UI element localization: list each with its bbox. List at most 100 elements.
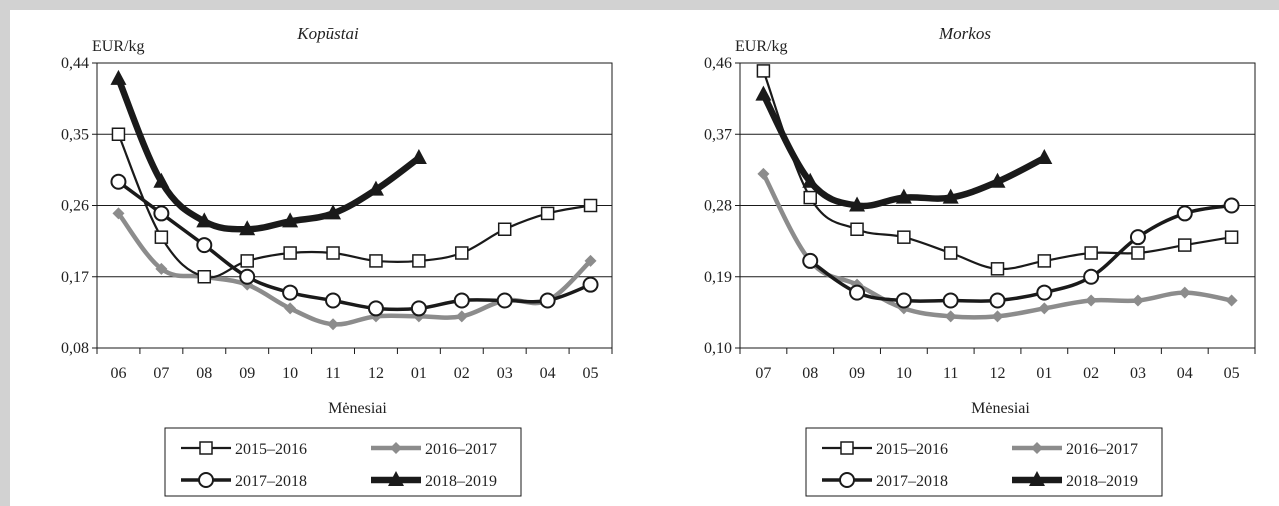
y-tick-label: 0,26 [61, 198, 89, 215]
data-point [1037, 254, 1052, 268]
data-point [110, 69, 127, 85]
legend-swatch-marker [1029, 471, 1045, 486]
legend-label: 2016–2017 [1066, 441, 1138, 458]
data-point [367, 300, 384, 317]
data-point [849, 284, 866, 301]
data-point [282, 284, 299, 301]
x-tick-label: 04 [1177, 365, 1193, 382]
x-tick-label: 11 [325, 365, 340, 382]
data-point [1083, 268, 1100, 285]
series-2018–2019 [755, 85, 1053, 212]
data-point [239, 268, 256, 285]
data-point [944, 310, 957, 323]
data-point [802, 252, 819, 269]
data-point [989, 292, 1006, 309]
data-point [895, 292, 912, 309]
y-tick-label: 0,10 [704, 340, 732, 357]
data-point [1038, 302, 1051, 315]
data-point [196, 212, 213, 228]
data-point [849, 196, 866, 212]
data-point [112, 207, 125, 220]
data-point [989, 172, 1006, 188]
x-tick-label: 07 [153, 365, 169, 382]
data-point [942, 292, 959, 309]
chart-1: 0,08 0,17 0,26 0,35 0,44 06 07 08 09 10 11 12 01 02 03… [61, 24, 613, 497]
x-tick-label: 07 [755, 365, 771, 382]
data-point [757, 167, 770, 180]
x-tick-label: 05 [583, 365, 599, 382]
data-point [583, 198, 598, 213]
series-2015–2016 [111, 127, 598, 284]
data-point [453, 292, 470, 309]
data-point [802, 172, 819, 188]
x-tick-label: 05 [1224, 365, 1240, 382]
legend-label: 2017–2018 [876, 473, 948, 490]
data-point [367, 180, 384, 196]
y-tick-label: 0,37 [704, 126, 732, 143]
x-tick-label: 09 [849, 365, 865, 382]
x-tick-label: 08 [196, 365, 212, 382]
x-axis-label: Mėnesiai [971, 400, 1030, 417]
legend-swatch-marker [1031, 442, 1043, 454]
data-point [584, 254, 597, 267]
data-point [412, 254, 426, 268]
data-point [895, 188, 912, 204]
data-point [153, 172, 170, 188]
legend-label: 2018–2019 [1066, 473, 1138, 490]
legend: 2015–2016 2016–2017 2017–2018 2018–2019 [805, 427, 1163, 497]
x-tick-label: 02 [454, 365, 470, 382]
x-tick-label: 01 [1036, 365, 1052, 382]
legend: 2015–2016 2016–2017 2017–2018 2018–2019 [164, 427, 522, 497]
x-tick-label: 12 [990, 365, 1006, 382]
data-point [1084, 246, 1098, 260]
data-point [325, 292, 342, 309]
data-point [756, 64, 771, 78]
legend-swatch-marker [390, 442, 402, 454]
data-point [990, 262, 1005, 276]
data-point [897, 230, 911, 244]
data-point [326, 246, 340, 260]
series-2015–2016 [756, 64, 1239, 276]
chart-2: 0,10 0,19 0,28 0,37 0,46 07 08 09 10 11 12 01 02 03 04… [704, 24, 1256, 497]
x-tick-label: 12 [368, 365, 384, 382]
legend-swatch-marker [388, 471, 404, 486]
data-point [496, 292, 513, 309]
y-tick-label: 0,35 [61, 126, 89, 143]
series-line [762, 69, 1233, 271]
data-point [942, 188, 959, 204]
x-tick-label: 01 [411, 365, 427, 382]
data-point [1036, 149, 1053, 164]
data-point [1085, 294, 1098, 307]
series-2017–2018 [110, 173, 599, 317]
x-tick-label: 11 [943, 365, 958, 382]
data-point [1225, 294, 1238, 307]
x-tick-label: 06 [110, 365, 126, 382]
x-tick-label: 10 [896, 365, 912, 382]
data-point [154, 230, 169, 244]
y-tick-label: 0,19 [704, 269, 732, 286]
data-point [240, 254, 254, 268]
legend-label: 2018–2019 [425, 473, 497, 490]
x-tick-label: 03 [497, 365, 513, 382]
legend-swatch-marker [839, 472, 855, 488]
data-point [1178, 238, 1192, 252]
series-2017–2018 [802, 197, 1240, 309]
x-axis-label: Mėnesiai [328, 400, 387, 417]
data-point [110, 173, 127, 190]
chart-title: Kopūstai [296, 24, 359, 43]
legend-box [164, 427, 522, 497]
data-point [755, 85, 772, 101]
data-point [582, 276, 599, 293]
x-tick-label: 03 [1130, 365, 1146, 382]
legend-label: 2016–2017 [425, 441, 497, 458]
data-point [1223, 197, 1240, 214]
data-point [1178, 286, 1191, 299]
data-point [239, 220, 256, 236]
data-point [369, 254, 383, 268]
data-point [539, 292, 556, 309]
x-tick-label: 02 [1083, 365, 1099, 382]
y-tick-label: 0,17 [61, 269, 89, 286]
data-point [155, 262, 168, 275]
legend-swatch-marker [840, 441, 854, 455]
